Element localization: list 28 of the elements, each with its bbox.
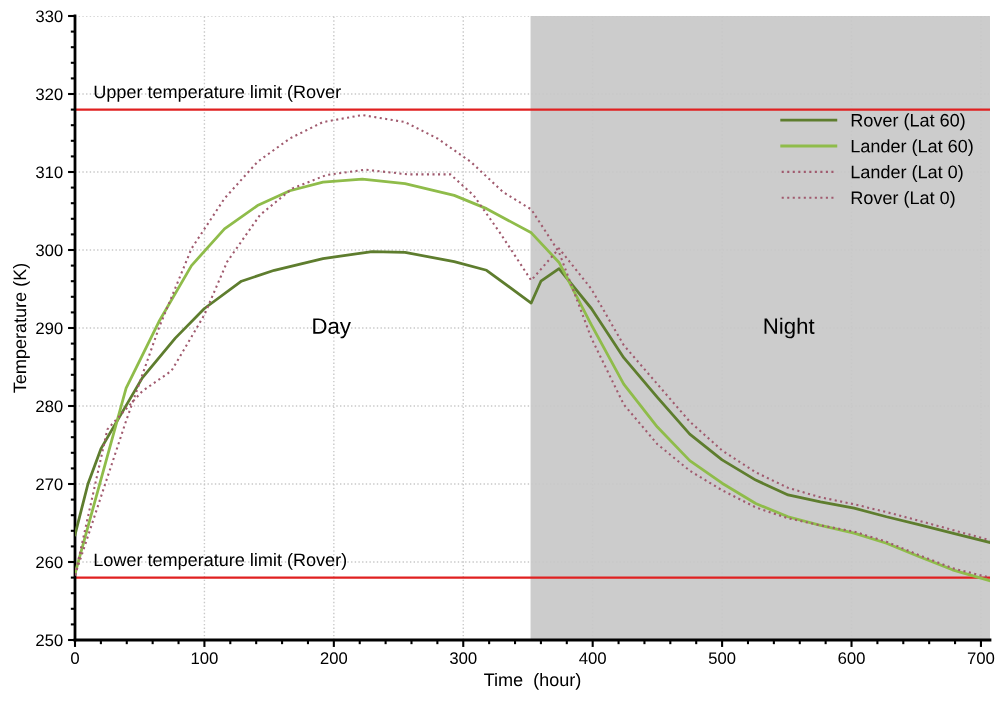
x-tick-label: 700 <box>967 652 995 665</box>
y-tick-label: 280 <box>36 400 63 413</box>
legend-label: Rover (Lat 0) <box>851 190 955 208</box>
legend-label: Lander (Lat 0) <box>851 165 963 182</box>
y-tick-label: 310 <box>36 166 63 179</box>
legend-label: Lander (Lat 60) <box>851 139 973 157</box>
x-tick-label: 400 <box>579 652 606 665</box>
y-tick-label: 330 <box>36 10 63 23</box>
x-tick-label: 100 <box>191 652 218 665</box>
y-tick-label: 290 <box>36 322 63 335</box>
x-tick-label: 600 <box>838 652 865 665</box>
x-tick-label: 500 <box>708 652 736 665</box>
annotation: Day <box>313 318 351 339</box>
x-tick-label: 300 <box>449 652 477 665</box>
x-axis-title: Time (hour) <box>484 672 581 690</box>
y-tick-label: 250 <box>36 634 63 647</box>
legend-label: Rover (Lat 60) <box>851 113 965 131</box>
y-tick-label: 270 <box>36 478 63 491</box>
y-tick-label: 260 <box>36 556 63 569</box>
y-axis-title: Temperature (K) <box>13 263 30 393</box>
y-tick-label: 300 <box>36 244 63 257</box>
ref-line-label: Upper temperature limit (Rover <box>94 84 341 102</box>
line-series <box>75 250 990 544</box>
annotation: Night <box>764 317 815 339</box>
x-tick-label: 200 <box>320 652 348 665</box>
ref-line-label: Lower temperature limit (Rover) <box>94 552 347 570</box>
x-tick-label: 0 <box>71 652 79 665</box>
y-tick-label: 320 <box>36 88 63 101</box>
